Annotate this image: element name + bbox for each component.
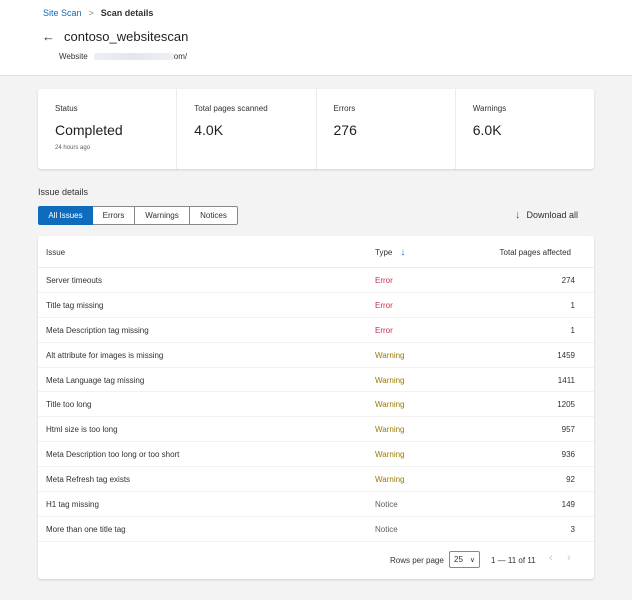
table-row[interactable]: Server timeouts Error 274 [38,268,594,293]
table-row[interactable]: Meta Language tag missing Warning 1411 [38,368,594,393]
pages-affected: 936 [561,450,575,460]
pages-affected: 1 [570,300,575,310]
stat-timestamp: 24 hours ago [55,145,91,151]
issue-type: Warning [375,375,405,385]
issue-type: Notice [375,500,398,510]
website-label: Website [59,52,88,61]
issue-details-heading: Issue details [38,187,89,197]
pages-affected: 3 [570,524,575,534]
page-title: contoso_websitescan [64,29,189,44]
stat-total-pages: Total pages scanned 4.0K [177,89,317,169]
download-all-label: Download all [526,210,579,220]
issue-type: Error [375,300,393,310]
stat-status: Status Completed 24 hours ago [38,89,178,169]
table-row[interactable]: Meta Description tag missing Error 1 [38,318,594,343]
tab-notices[interactable]: Notices [190,206,238,225]
chevron-down-icon: ∨ [469,556,475,564]
rows-per-page-label: Rows per page [390,556,444,565]
table-row[interactable]: Meta Refresh tag exists Warning 92 [38,467,594,493]
issue-type: Notice [375,524,398,534]
issue-type: Warning [375,350,405,360]
issue-name: Meta Description too long or too short [46,450,180,460]
issue-type: Warning [375,475,405,485]
pagination: Rows per page 25 ∨ 1 — 11 of 11 ‹ › [38,550,594,570]
pages-affected: 274 [561,276,575,285]
stat-label: Total pages scanned [194,104,268,113]
stat-label: Status [55,104,78,113]
rows-per-page-value: 25 [454,555,463,564]
table-header: Issue Type ↓ Total pages affected [38,236,594,268]
issue-name: Alt attribute for images is missing [46,350,164,360]
pages-affected: 149 [561,500,575,510]
issue-type: Warning [375,425,405,435]
scan-summary-card: Status Completed 24 hours ago Total page… [38,89,594,169]
pages-affected: 1205 [557,400,575,410]
stat-label: Warnings [472,104,507,113]
issue-name: Title too long [46,400,92,410]
next-page-icon[interactable]: › [567,552,571,564]
stat-label: Errors [333,104,356,113]
stat-value: 6.0K [472,122,502,138]
tab-errors[interactable]: Errors [93,206,135,225]
issue-type: Warning [375,450,405,460]
stat-value: Completed [55,122,123,138]
issue-name: Html size is too long [46,425,118,435]
breadcrumb: Site Scan > Scan details [43,8,153,18]
table-row[interactable]: More than one title tag Notice 3 [38,517,594,542]
column-header-type-label: Type [375,248,393,257]
sort-descending-icon: ↓ [400,246,406,258]
issue-type: Warning [375,400,405,410]
website-info: Website om/ [59,52,187,61]
tab-all-issues[interactable]: All Issues [38,206,93,225]
column-header-type[interactable]: Type ↓ [375,246,406,258]
website-url-redacted [93,53,174,60]
pages-affected: 1411 [557,375,575,385]
issue-name: Server timeouts [46,276,103,285]
breadcrumb-site-scan[interactable]: Site Scan [43,8,82,18]
chevron-right-icon: > [88,8,94,18]
table-row[interactable]: Meta Description too long or too short Wa… [38,442,594,468]
website-url-suffix: om/ [173,52,188,61]
pages-affected: 1 [570,325,575,335]
issue-name: H1 tag missing [46,500,99,510]
tab-warnings[interactable]: Warnings [135,206,190,225]
issue-filter-tabs: All Issues Errors Warnings Notices [38,206,238,225]
pages-affected: 957 [561,425,575,435]
stat-errors: Errors 276 [317,89,456,169]
column-header-issue[interactable]: Issue [46,248,66,257]
issue-name: Meta Refresh tag exists [46,475,131,485]
stat-value: 4.0K [194,122,224,138]
issue-name: More than one title tag [46,524,126,534]
column-header-pages-affected[interactable]: Total pages affected [499,248,571,257]
table-row[interactable]: Alt attribute for images is missing Warni… [38,343,594,368]
table-row[interactable]: H1 tag missing Notice 149 [38,492,594,517]
table-row[interactable]: Title tag missing Error 1 [38,293,594,318]
previous-page-icon[interactable]: ‹ [549,552,553,564]
pages-affected: 92 [566,475,575,485]
table-body: Server timeouts Error 274 Title tag missing… [38,268,594,542]
download-all-button[interactable]: ↓ Download all [515,209,579,221]
pagination-range: 1 — 11 of 11 [491,556,536,565]
breadcrumb-current: Scan details [100,8,154,18]
issue-name: Title tag missing [46,300,104,310]
stat-value: 276 [333,122,357,138]
rows-per-page-select[interactable]: 25 ∨ [449,551,480,568]
issue-name: Meta Language tag missing [46,375,145,385]
table-row[interactable]: Title too long Warning 1205 [38,392,594,418]
table-row[interactable]: Html size is too long Warning 957 [38,417,594,443]
download-icon: ↓ [515,209,521,221]
issue-name: Meta Description tag missing [46,325,149,335]
stat-warnings: Warnings 6.0K [456,89,594,169]
pages-affected: 1459 [557,350,575,360]
issue-type: Error [375,325,393,335]
issues-table: Issue Type ↓ Total pages affected Server… [38,236,594,579]
page-header: Site Scan > Scan details ← contoso_websi… [0,0,632,76]
arrow-left-icon[interactable]: ← [42,28,55,44]
issue-type: Error [375,276,393,285]
